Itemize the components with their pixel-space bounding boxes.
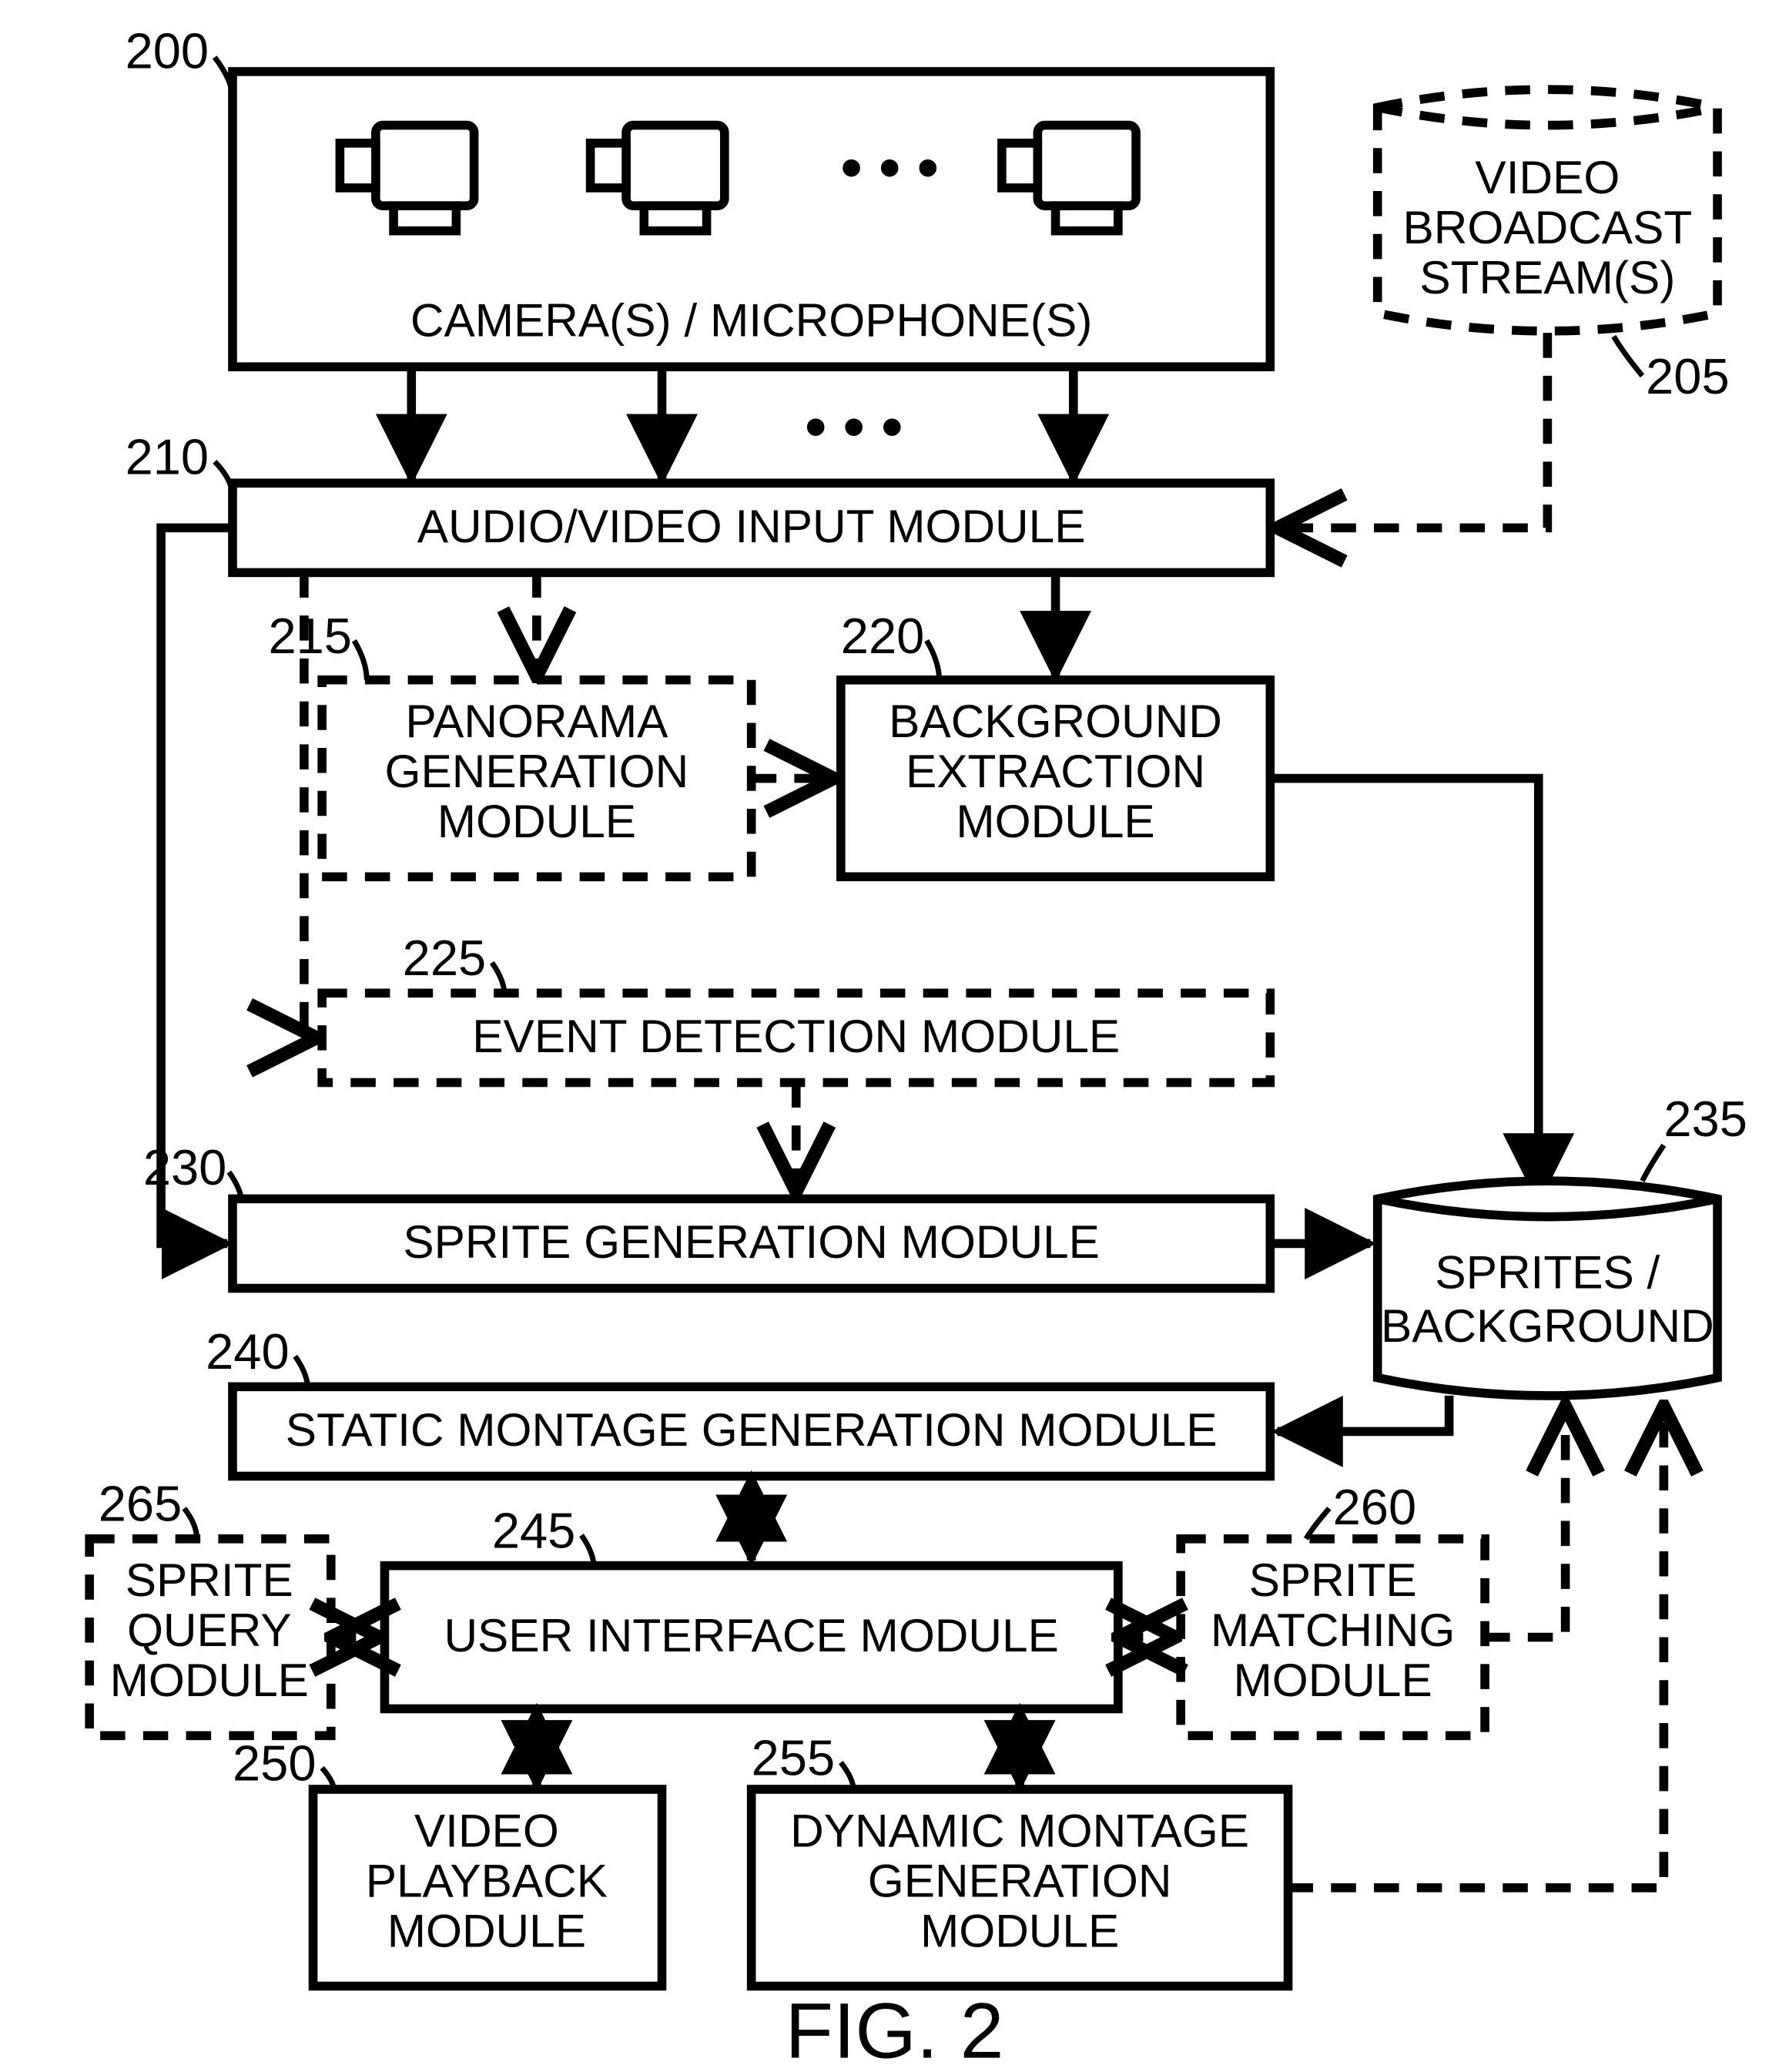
- sprite-generation-module: SPRITE GENERATION MODULE: [233, 1199, 1270, 1288]
- svg-text:AUDIO/VIDEO INPUT MODULE: AUDIO/VIDEO INPUT MODULE: [417, 500, 1086, 552]
- svg-text:PANORAMA: PANORAMA: [405, 695, 668, 747]
- svg-text:BACKGROUND: BACKGROUND: [1381, 1299, 1714, 1352]
- svg-text:USER INTERFACE MODULE: USER INTERFACE MODULE: [444, 1609, 1058, 1661]
- system-diagram: .solid-box { fill:#fff; stroke:#000; str…: [0, 0, 1789, 2072]
- background-extraction-module: BACKGROUND EXTRACTION MODULE: [841, 680, 1271, 877]
- svg-text:240: 240: [206, 1323, 290, 1380]
- dynamic-montage-module: DYNAMIC MONTAGE GENERATION MODULE: [752, 1789, 1288, 1987]
- svg-text:MODULE: MODULE: [437, 795, 636, 847]
- svg-text:215: 215: [268, 608, 352, 664]
- svg-text:BROADCAST: BROADCAST: [1403, 201, 1693, 253]
- svg-text:STREAM(S): STREAM(S): [1419, 251, 1675, 303]
- svg-text:MODULE: MODULE: [110, 1654, 309, 1706]
- sprites-db: SPRITES / BACKGROUND: [1378, 1181, 1717, 1396]
- svg-text:235: 235: [1663, 1091, 1747, 1147]
- svg-text:205: 205: [1646, 348, 1730, 404]
- svg-text:220: 220: [841, 608, 925, 664]
- sprite-matching-module: SPRITE MATCHING MODULE: [1181, 1539, 1485, 1736]
- svg-text:225: 225: [403, 930, 487, 986]
- svg-text:PLAYBACK: PLAYBACK: [366, 1854, 608, 1906]
- svg-text:VIDEO: VIDEO: [414, 1804, 559, 1856]
- svg-text:MODULE: MODULE: [956, 795, 1154, 847]
- arrow: [1270, 779, 1538, 1199]
- svg-text:SPRITES /: SPRITES /: [1435, 1246, 1660, 1299]
- static-montage-module: STATIC MONTAGE GENERATION MODULE: [233, 1386, 1270, 1476]
- video-playback-module: VIDEO PLAYBACK MODULE: [313, 1789, 662, 1987]
- svg-text:VIDEO: VIDEO: [1475, 151, 1620, 203]
- svg-text:MODULE: MODULE: [1233, 1654, 1432, 1706]
- cameras-block: • • • CAMERA(S) / MICROPHONE(S): [233, 72, 1270, 367]
- svg-text:DYNAMIC MONTAGE: DYNAMIC MONTAGE: [790, 1804, 1249, 1856]
- svg-text:SPRITE: SPRITE: [1249, 1554, 1417, 1606]
- user-interface-module: USER INTERFACE MODULE: [384, 1566, 1117, 1709]
- panorama-module: PANORAMA GENERATION MODULE: [322, 680, 752, 877]
- svg-text:250: 250: [233, 1735, 317, 1791]
- svg-text:QUERY: QUERY: [127, 1604, 292, 1656]
- svg-text:EXTRACTION: EXTRACTION: [906, 745, 1205, 797]
- svg-text:265: 265: [99, 1476, 183, 1532]
- svg-text:260: 260: [1333, 1479, 1417, 1535]
- figure-caption: FIG. 2: [786, 1986, 1004, 2072]
- svg-text:STATIC MONTAGE GENERATION MODU: STATIC MONTAGE GENERATION MODULE: [286, 1403, 1218, 1456]
- svg-text:GENERATION: GENERATION: [385, 745, 689, 797]
- svg-text:SPRITE: SPRITE: [126, 1554, 293, 1606]
- sprite-query-module: SPRITE QUERY MODULE: [89, 1539, 331, 1736]
- svg-text:GENERATION: GENERATION: [868, 1854, 1172, 1906]
- svg-text:210: 210: [126, 429, 209, 485]
- arrow: [161, 528, 233, 1243]
- svg-text:MODULE: MODULE: [387, 1904, 586, 1956]
- video-stream-db: VIDEO BROADCAST STREAM(S): [1378, 89, 1717, 331]
- svg-text:255: 255: [752, 1729, 836, 1785]
- arrow-dashed: [1278, 333, 1548, 528]
- event-detection-module: EVENT DETECTION MODULE: [322, 993, 1270, 1082]
- svg-text:230: 230: [143, 1139, 227, 1195]
- svg-text:EVENT DETECTION MODULE: EVENT DETECTION MODULE: [472, 1010, 1120, 1062]
- av-input-module: AUDIO/VIDEO INPUT MODULE: [233, 483, 1270, 572]
- svg-text:200: 200: [126, 22, 209, 79]
- ellipsis: • • •: [841, 133, 939, 201]
- svg-text:MATCHING: MATCHING: [1211, 1604, 1455, 1656]
- svg-text:BACKGROUND: BACKGROUND: [889, 695, 1222, 747]
- cameras-label: CAMERA(S) / MICROPHONE(S): [410, 294, 1093, 347]
- svg-text:SPRITE GENERATION MODULE: SPRITE GENERATION MODULE: [403, 1215, 1100, 1268]
- svg-text:245: 245: [492, 1502, 576, 1558]
- arrow-dashed: [1485, 1406, 1566, 1638]
- svg-text:MODULE: MODULE: [920, 1904, 1119, 1956]
- ellipsis: • • •: [805, 393, 903, 461]
- arrow: [1278, 1396, 1449, 1431]
